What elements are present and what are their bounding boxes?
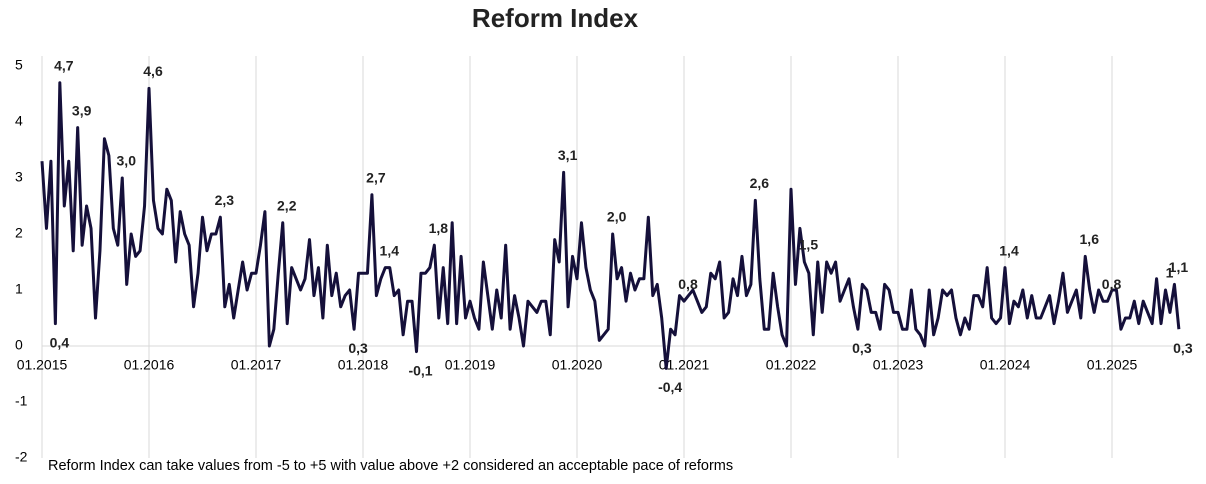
data-label: 2,6 xyxy=(750,175,770,191)
data-label: 3,9 xyxy=(72,102,92,118)
x-tick-label: 01.2021 xyxy=(659,357,710,373)
y-tick-label: 4 xyxy=(15,113,23,129)
data-label: 4,6 xyxy=(143,63,163,79)
data-label: 2,0 xyxy=(607,209,627,225)
data-label: 2,3 xyxy=(215,192,235,208)
data-label: 1,1 xyxy=(1169,259,1189,275)
x-tick-label: 01.2025 xyxy=(1087,357,1138,373)
data-label: 1 xyxy=(1166,265,1174,281)
y-tick-label: 3 xyxy=(15,169,23,185)
data-label: 1,4 xyxy=(380,242,400,258)
data-label: 2,2 xyxy=(277,198,297,214)
x-tick-label: 01.2024 xyxy=(980,357,1031,373)
y-tick-label: 2 xyxy=(15,225,23,241)
x-tick-label: 01.2016 xyxy=(124,357,175,373)
data-line xyxy=(40,81,1181,370)
y-tick-label: -2 xyxy=(15,449,28,465)
data-label: 2,7 xyxy=(366,170,386,186)
y-tick-label: 0 xyxy=(15,337,23,353)
x-tick-label: 01.2023 xyxy=(873,357,924,373)
chart-note: Reform Index can take values from -5 to … xyxy=(48,458,733,474)
data-label: 0,3 xyxy=(1173,340,1193,356)
data-label: -0,1 xyxy=(408,362,432,378)
data-label: 0,3 xyxy=(348,340,368,356)
x-tick-label: 01.2015 xyxy=(17,357,68,373)
x-tick-label: 01.2022 xyxy=(766,357,817,373)
data-label: 1,8 xyxy=(429,220,449,236)
data-label: 1,4 xyxy=(999,242,1019,258)
y-tick-label: -1 xyxy=(15,393,28,409)
x-tick-label: 01.2019 xyxy=(445,357,496,373)
y-tick-label: 1 xyxy=(15,281,23,297)
data-label: 0,8 xyxy=(678,276,698,292)
data-label: 1,5 xyxy=(799,237,819,253)
data-label: 0,3 xyxy=(852,340,872,356)
data-label: -0,4 xyxy=(658,379,682,395)
y-tick-label: 5 xyxy=(15,57,23,73)
data-label: 3,1 xyxy=(558,147,578,163)
data-label: 4,7 xyxy=(54,58,74,74)
x-tick-label: 01.2017 xyxy=(231,357,282,373)
x-tick-label: 01.2020 xyxy=(552,357,603,373)
x-tick-label: 01.2018 xyxy=(338,357,389,373)
data-label: 0,8 xyxy=(1102,276,1122,292)
data-label: 1,6 xyxy=(1080,231,1100,247)
data-label: 3,0 xyxy=(117,153,137,169)
chart-title: Reform Index xyxy=(472,3,639,33)
data-label: 0,4 xyxy=(50,334,70,350)
